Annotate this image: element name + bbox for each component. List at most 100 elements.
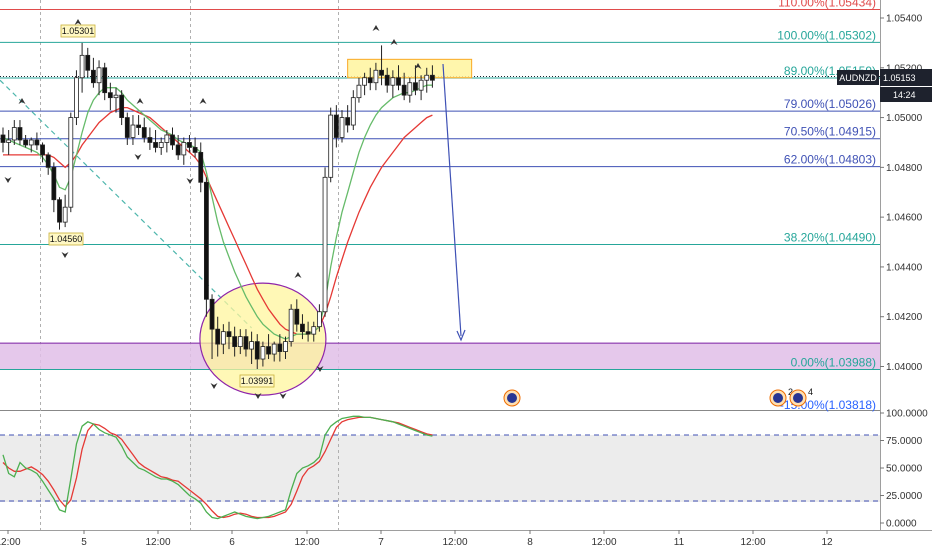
event-flag-icon[interactable]: 2 bbox=[769, 387, 793, 407]
bullish-candle-body bbox=[311, 326, 317, 335]
price-tick-label: 1.04200 bbox=[886, 312, 923, 323]
candle bbox=[328, 107, 334, 183]
flag-icon bbox=[507, 393, 517, 403]
resistance-box bbox=[347, 58, 473, 79]
candle bbox=[187, 134, 192, 153]
candle bbox=[11, 120, 17, 145]
candle bbox=[175, 134, 181, 160]
bullish-candle-body bbox=[79, 54, 85, 79]
candle bbox=[34, 132, 40, 150]
fractal-up-marker bbox=[414, 63, 422, 69]
candle bbox=[249, 331, 255, 365]
candle bbox=[45, 152, 51, 175]
price-tick-label: 1.05200 bbox=[886, 63, 923, 74]
symbol-label-box bbox=[837, 70, 879, 85]
oscillator-tick-label: 75.0000 bbox=[886, 436, 923, 447]
stochastic-d-line bbox=[2, 416, 433, 519]
fractal-down-marker bbox=[4, 177, 12, 183]
candle bbox=[164, 130, 170, 153]
candle bbox=[232, 326, 238, 357]
candle bbox=[384, 67, 390, 93]
candle bbox=[136, 115, 142, 135]
bullish-candle-body bbox=[68, 117, 74, 208]
oscillator-tick-label: 25.0000 bbox=[886, 491, 923, 502]
bearish-candle-body bbox=[175, 144, 181, 156]
bearish-candle-body bbox=[254, 341, 260, 360]
bullish-candle-body bbox=[158, 142, 164, 148]
fib-label: 62.00%(1.04803) bbox=[784, 153, 876, 167]
bearish-candle-body bbox=[153, 142, 158, 148]
bullish-candle-body bbox=[339, 117, 345, 138]
candle bbox=[170, 127, 175, 150]
fractal-up-marker bbox=[136, 98, 144, 104]
bearish-candle-body bbox=[85, 54, 91, 71]
candle bbox=[85, 47, 91, 78]
bullish-candle-body bbox=[96, 67, 102, 84]
time-tick-label: 12:00 bbox=[442, 537, 467, 548]
fractal-up-marker bbox=[18, 98, 26, 104]
time-tick-label: 11 bbox=[674, 537, 685, 548]
bearish-candle-body bbox=[429, 74, 435, 81]
bearish-candle-body bbox=[136, 124, 142, 128]
candle bbox=[119, 90, 125, 126]
price-annotation: 1.03991 bbox=[239, 374, 275, 388]
bullish-candle-body bbox=[283, 341, 288, 352]
stochastic-oscillator bbox=[0, 415, 880, 520]
candle bbox=[0, 127, 6, 153]
candle bbox=[413, 65, 418, 96]
candle bbox=[40, 142, 45, 163]
bullish-candle-body bbox=[328, 114, 334, 178]
fractal-markers bbox=[4, 19, 422, 399]
price-annotation: 1.05301 bbox=[60, 24, 96, 38]
oscillator-axis: 100.0000 75.0000 50.0000 25.0000 0.0000 bbox=[880, 409, 928, 530]
time-tick-label: 12:00 bbox=[591, 537, 616, 548]
fractal-up-marker bbox=[372, 25, 380, 31]
candle bbox=[141, 117, 147, 143]
candle bbox=[6, 130, 12, 155]
candle bbox=[418, 75, 424, 101]
candle bbox=[192, 137, 198, 158]
fib-label: 79.00%(1.05026) bbox=[784, 97, 876, 111]
candlesticks bbox=[0, 42, 435, 369]
time-axis: 12:00 5 12:00 6 12:00 7 12:00 8 12:00 11 12:00 12 bbox=[0, 530, 833, 548]
event-flag-icon[interactable] bbox=[503, 389, 521, 407]
time-tick-label: 5 bbox=[81, 537, 87, 548]
candle bbox=[243, 329, 249, 357]
support-zone bbox=[0, 343, 880, 370]
bearish-candle-body bbox=[107, 92, 113, 99]
session-separators bbox=[40, 0, 339, 530]
candle bbox=[147, 127, 153, 150]
bearish-candle-body bbox=[396, 77, 401, 86]
moving-averages bbox=[2, 84, 433, 340]
bearish-candle-body bbox=[187, 142, 192, 148]
oscillator-tick-label: 100.0000 bbox=[886, 409, 928, 420]
bearish-candle-body bbox=[232, 336, 238, 347]
bearish-candle-body bbox=[266, 346, 271, 355]
bullish-candle-body bbox=[220, 331, 226, 345]
bullish-candle-body bbox=[181, 142, 187, 156]
fibonacci-levels: 110.00%(1.05434)100.00%(1.05302)89.00%(1… bbox=[0, 0, 880, 412]
price-tick-label: 1.05000 bbox=[886, 113, 923, 124]
candle bbox=[266, 334, 271, 360]
candle bbox=[294, 299, 300, 332]
bearish-candle-body bbox=[413, 82, 418, 91]
bearish-candle-body bbox=[215, 328, 221, 345]
time-tick-label: 12:00 bbox=[740, 537, 765, 548]
slow-moving-average bbox=[3, 106, 433, 335]
countdown-label: 14:24 bbox=[893, 90, 916, 100]
fractal-down-marker bbox=[186, 178, 194, 184]
bearish-candle-body bbox=[305, 331, 311, 335]
price-axis: 1.05400 1.05200 1.05000 1.04800 1.04600 1.044… bbox=[880, 14, 923, 373]
candle bbox=[158, 137, 164, 155]
candle bbox=[390, 70, 396, 98]
candle bbox=[362, 72, 368, 96]
fractal-up-marker bbox=[294, 272, 302, 278]
bearish-candle-body bbox=[277, 343, 283, 352]
candle bbox=[62, 194, 68, 228]
bearish-candle-body bbox=[17, 127, 23, 141]
event-flag-icon[interactable]: 4 bbox=[789, 387, 813, 407]
fractal-down-marker bbox=[254, 393, 262, 399]
bearish-candle-body bbox=[209, 298, 215, 330]
